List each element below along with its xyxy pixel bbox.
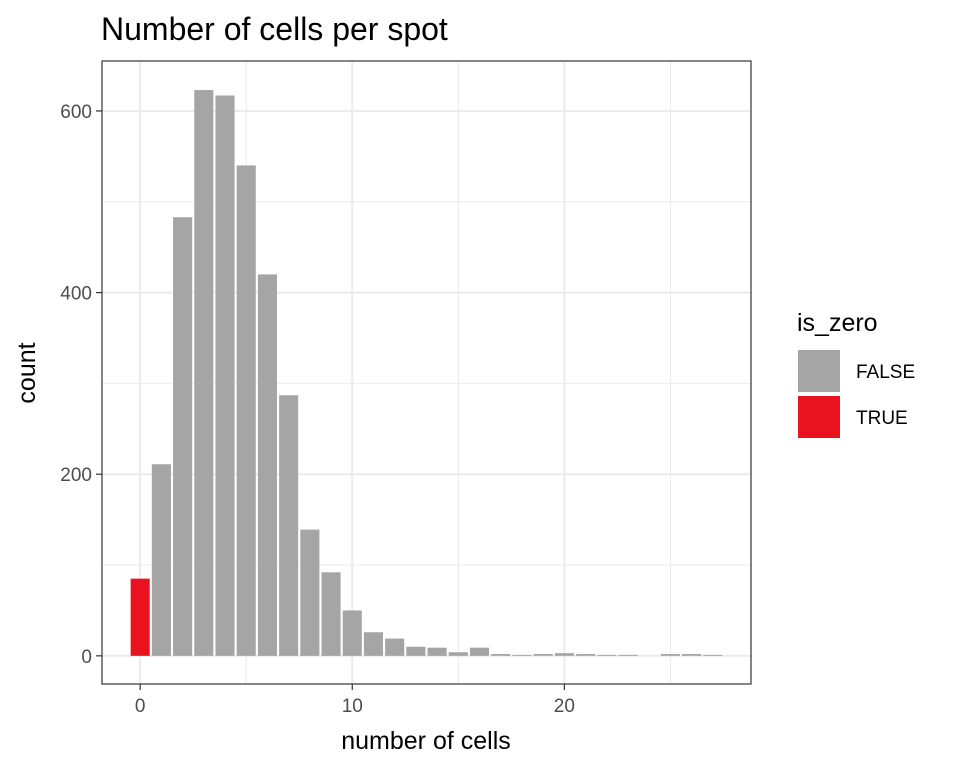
bar (215, 95, 235, 656)
bar (130, 578, 150, 656)
bars (130, 90, 723, 656)
y-tick-label: 200 (60, 465, 92, 486)
x-tick-label: 10 (342, 696, 363, 717)
bar (385, 638, 405, 656)
bar (427, 647, 447, 656)
y-axis-title: count (13, 342, 41, 403)
bar (682, 654, 702, 656)
legend-label-true: TRUE (856, 408, 908, 429)
bar (342, 610, 362, 656)
x-tick-label: 0 (135, 696, 146, 717)
x-axis-title: number of cells (341, 727, 511, 755)
bar (173, 217, 193, 656)
y-tick-label: 400 (60, 284, 92, 305)
legend-label-false: FALSE (856, 362, 915, 383)
bar (151, 464, 171, 656)
bar (576, 654, 596, 656)
bar (194, 90, 214, 656)
bar (321, 572, 341, 656)
legend: is_zero FALSE TRUE (797, 309, 915, 438)
bar (300, 529, 320, 656)
legend-entries: FALSE TRUE (798, 350, 915, 438)
bar (363, 632, 384, 656)
legend-key-true (798, 396, 840, 438)
bar (257, 274, 277, 656)
legend-title: is_zero (797, 309, 878, 337)
bar (512, 654, 532, 656)
bar (533, 654, 553, 656)
bar (236, 165, 256, 656)
bar (597, 654, 617, 656)
x-tick-label: 20 (554, 696, 575, 717)
bar (279, 395, 299, 656)
legend-key-false (798, 350, 840, 392)
chart-title: Number of cells per spot (101, 11, 448, 47)
bar (469, 647, 490, 656)
plot-panel-border (101, 60, 752, 685)
bar (618, 654, 638, 656)
bar (703, 654, 723, 656)
y-tick-label: 0 (81, 647, 92, 668)
bar (660, 654, 680, 656)
bar (448, 652, 468, 656)
bar (406, 646, 426, 656)
y-tick-label: 600 (60, 102, 92, 123)
bar (491, 654, 511, 656)
bar (554, 653, 574, 656)
